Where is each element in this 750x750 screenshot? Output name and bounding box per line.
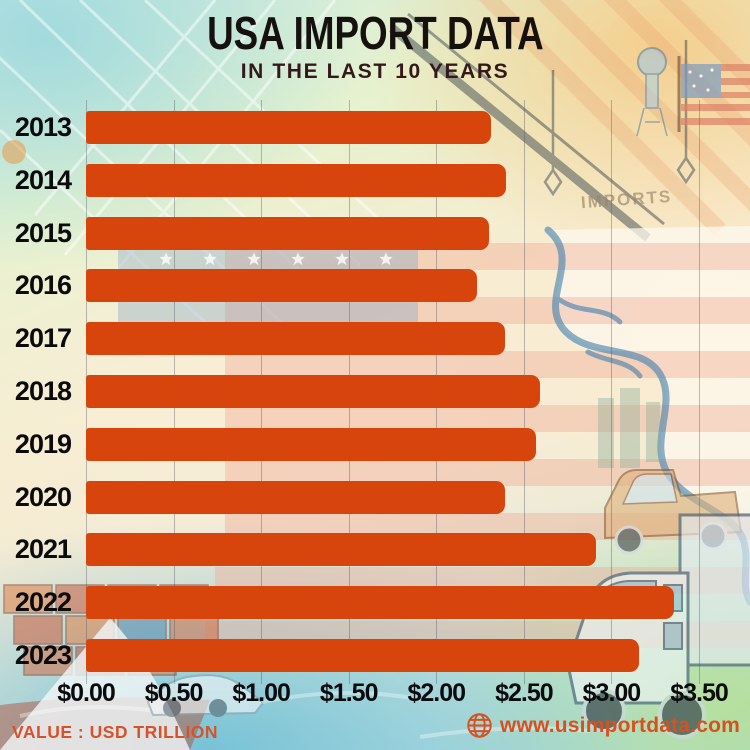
x-tick-label: $3.50 bbox=[670, 679, 729, 707]
page-title: USA IMPORT DATA bbox=[206, 7, 544, 59]
bar-2020 bbox=[86, 480, 505, 514]
bar-2013 bbox=[86, 110, 491, 144]
year-label: 2020 bbox=[14, 481, 72, 512]
year-label: 2014 bbox=[14, 164, 72, 195]
chart-row-2017: 2017 bbox=[0, 312, 699, 365]
corner-flag bbox=[677, 56, 750, 132]
bar-rows: 2013 2014 2015 2016 2017 2018 2019 2020 2021 2022… bbox=[0, 101, 699, 682]
bar-2018 bbox=[86, 374, 540, 408]
bar-2015 bbox=[86, 216, 489, 250]
bar-2016 bbox=[86, 269, 477, 303]
chart-row-2022: 2022 bbox=[0, 576, 699, 629]
header: USA IMPORT DATA IN THE LAST 10 YEARS bbox=[0, 6, 750, 84]
chart-row-2016: 2016 bbox=[0, 259, 699, 312]
year-label: 2017 bbox=[14, 323, 72, 354]
year-label: 2019 bbox=[14, 428, 72, 459]
bar-2021 bbox=[86, 533, 596, 567]
bar-2017 bbox=[86, 322, 505, 356]
gridline bbox=[611, 100, 613, 684]
chart-row-2013: 2013 bbox=[0, 101, 699, 154]
chart-row-2015: 2015 bbox=[0, 207, 699, 260]
x-tick-label: $0.50 bbox=[144, 679, 204, 707]
bar-2023 bbox=[86, 639, 640, 673]
page-subtitle: IN THE LAST 10 YEARS bbox=[240, 60, 510, 83]
bar-2014 bbox=[86, 163, 507, 197]
value-unit-note: VALUE : USD TRILLION bbox=[12, 722, 219, 742]
x-tick-label: $3.00 bbox=[582, 679, 642, 707]
orange-blob bbox=[2, 140, 26, 164]
water-streaks bbox=[19, 690, 591, 739]
white-car bbox=[146, 674, 265, 717]
water-tower bbox=[636, 47, 668, 137]
year-label: 2016 bbox=[14, 270, 72, 301]
ship-bow bbox=[0, 618, 190, 750]
bar-2022 bbox=[86, 586, 675, 620]
year-label: 2022 bbox=[14, 587, 72, 618]
buildings bbox=[598, 388, 660, 468]
year-label: 2015 bbox=[14, 217, 72, 248]
x-tick-label: $1.50 bbox=[319, 679, 379, 707]
gridline bbox=[699, 100, 700, 684]
year-label: 2021 bbox=[14, 534, 72, 565]
website-link[interactable]: www.usimportdata.com bbox=[466, 712, 740, 739]
crane-arm bbox=[389, 12, 696, 242]
x-axis: $0.00 $0.50 $1.00 $1.50 $2.00 $2.50 $3.00 $3.50 bbox=[0, 679, 750, 711]
chart-row-2018: 2018 bbox=[0, 365, 699, 418]
bar-2019 bbox=[86, 427, 537, 461]
chart-row-2020: 2020 bbox=[0, 471, 699, 524]
chart-row-2021: 2021 bbox=[0, 524, 699, 577]
year-label: 2013 bbox=[14, 111, 72, 142]
chart-row-2023: 2023 bbox=[0, 629, 699, 682]
website-url: www.usimportdata.com bbox=[499, 713, 740, 737]
x-tick-label: $1.00 bbox=[232, 679, 291, 707]
us-map-fill bbox=[548, 226, 750, 602]
year-label: 2018 bbox=[14, 375, 72, 406]
globe-icon bbox=[467, 713, 492, 738]
x-tick-label: $2.00 bbox=[407, 679, 467, 707]
chart-row-2019: 2019 bbox=[0, 418, 699, 471]
chart-row-2014: 2014 bbox=[0, 154, 699, 207]
x-tick-label: $0.00 bbox=[57, 679, 116, 707]
year-label: 2023 bbox=[14, 640, 72, 671]
x-tick-label: $2.50 bbox=[495, 679, 554, 707]
